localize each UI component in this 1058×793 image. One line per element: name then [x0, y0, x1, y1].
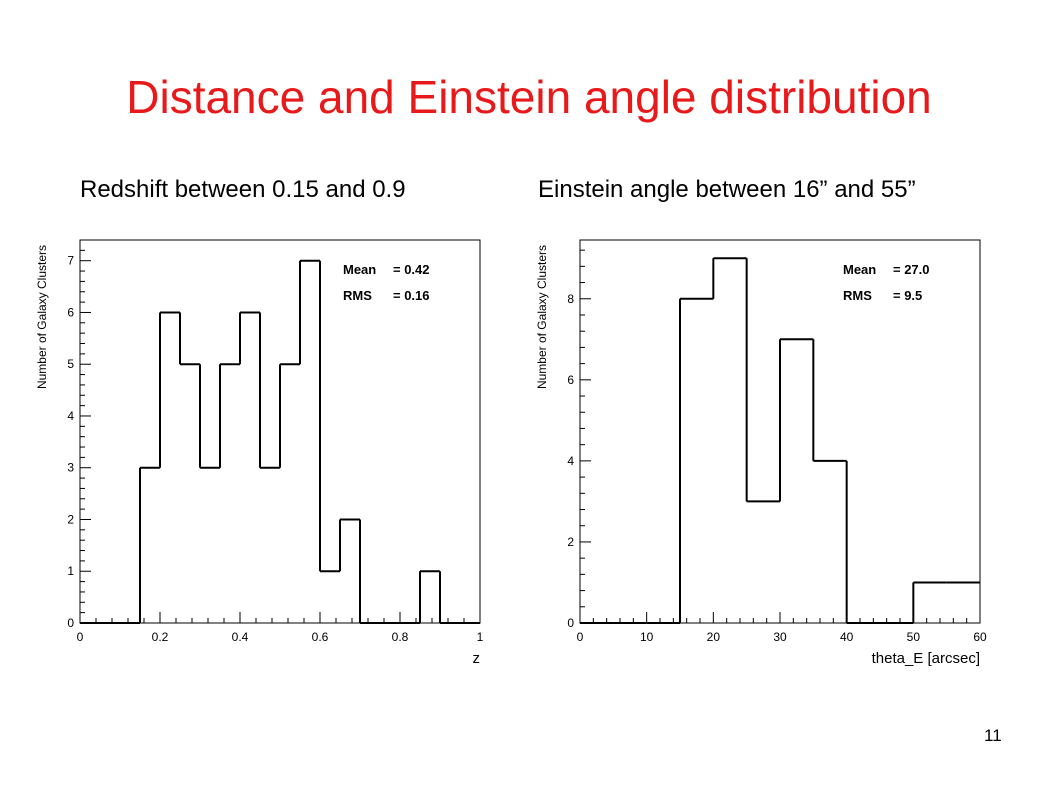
x-tick-label: 0.2 [152, 630, 169, 644]
stat-value: = 0.16 [393, 288, 430, 303]
x-tick-label: 1 [477, 630, 484, 644]
slide-title: Distance and Einstein angle distribution [126, 71, 932, 123]
y-axis-title: Number of Galaxy Clusters [35, 245, 49, 389]
x-tick-label: 30 [773, 630, 787, 644]
stat-label: Mean [843, 262, 876, 277]
y-tick-label: 5 [67, 357, 74, 371]
stat-value: = 0.42 [393, 262, 430, 277]
y-axis-title: Number of Galaxy Clusters [535, 245, 549, 389]
y-tick-label: 6 [567, 373, 574, 387]
x-tick-label: 60 [973, 630, 987, 644]
stat-label: RMS [343, 288, 372, 303]
stat-value: = 9.5 [893, 288, 922, 303]
y-tick-label: 4 [67, 409, 74, 423]
x-tick-label: 0.6 [312, 630, 329, 644]
x-tick-label: 0 [577, 630, 584, 644]
left-chart-subtitle: Redshift between 0.15 and 0.9 [80, 176, 406, 203]
stat-label: Mean [343, 262, 376, 277]
y-tick-label: 2 [67, 512, 74, 526]
x-tick-label: 20 [707, 630, 721, 644]
x-tick-label: 50 [907, 630, 921, 644]
x-tick-label: 0 [77, 630, 84, 644]
x-tick-label: 10 [640, 630, 654, 644]
redshift-histogram: 0 0.2 0.4 0.6 0.8 1 0 1 2 3 4 5 6 7 Number of Galaxy C… [35, 239, 484, 667]
y-tick-label: 4 [567, 454, 574, 468]
x-axis-title: theta_E [arcsec] [872, 650, 980, 667]
y-tick-label: 6 [67, 305, 74, 319]
page-number: 11 [984, 726, 1002, 745]
einstein-angle-histogram: 0 10 20 30 40 50 60 0 2 4 6 8 Number of Galaxy Clust… [535, 239, 987, 667]
y-tick-label: 1 [67, 564, 74, 578]
x-tick-label: 0.8 [392, 630, 409, 644]
y-tick-label: 2 [567, 535, 574, 549]
y-tick-label: 3 [67, 461, 74, 475]
right-chart-subtitle: Einstein angle between 16” and 55” [538, 176, 916, 203]
y-tick-label: 8 [567, 292, 574, 306]
y-tick-label: 0 [67, 616, 74, 630]
x-axis-title: z [473, 650, 481, 667]
stat-label: RMS [843, 288, 872, 303]
y-tick-label: 7 [67, 254, 74, 268]
stat-value: = 27.0 [893, 262, 930, 277]
y-tick-label: 0 [567, 616, 574, 630]
x-tick-label: 40 [840, 630, 854, 644]
plot-frame [79, 239, 481, 624]
x-tick-label: 0.4 [232, 630, 249, 644]
